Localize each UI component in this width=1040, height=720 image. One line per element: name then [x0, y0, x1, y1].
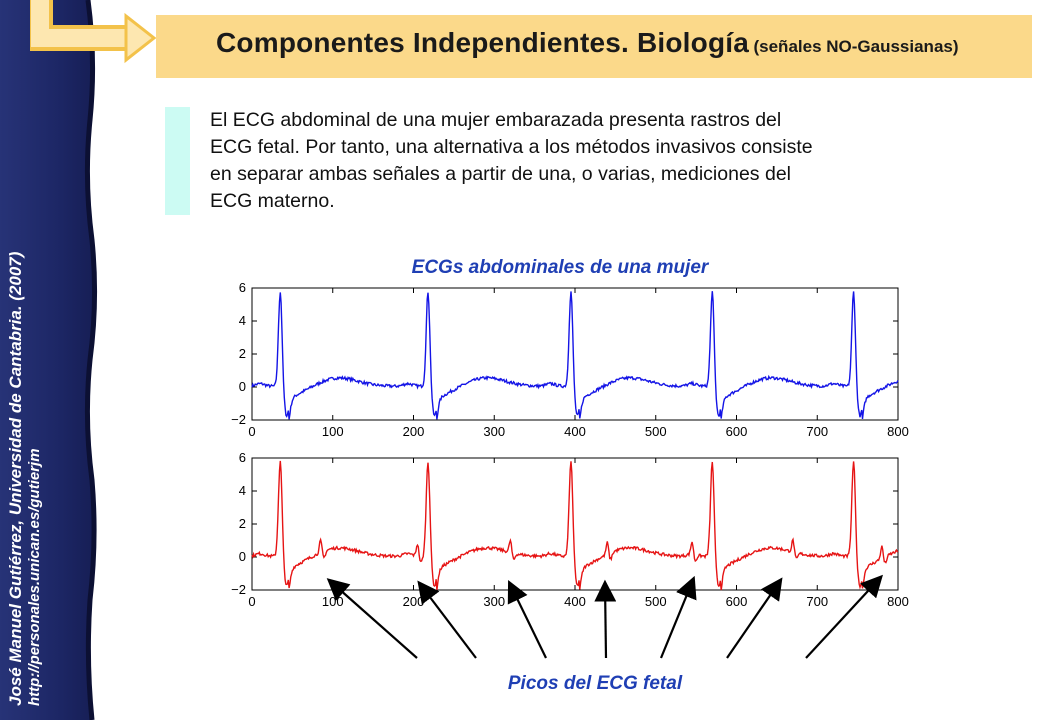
x-tick-label: 300 — [483, 424, 505, 439]
x-tick-label: 800 — [887, 594, 909, 609]
sidebar-decoration — [0, 0, 98, 720]
fetal-peak-arrow — [594, 579, 617, 659]
body-paragraph: El ECG abdominal de una mujer embarazada… — [210, 107, 970, 215]
paragraph-line: El ECG abdominal de una mujer embarazada… — [210, 109, 782, 131]
x-tick-label: 200 — [403, 424, 425, 439]
title-bar: Componentes Independientes. Biología (se… — [156, 15, 1032, 78]
y-tick-label: 0 — [239, 549, 246, 564]
x-tick-label: 100 — [322, 424, 344, 439]
y-tick-label: −2 — [231, 582, 246, 597]
x-tick-label: 400 — [564, 594, 586, 609]
y-tick-label: 6 — [239, 450, 246, 465]
y-tick-label: 6 — [239, 280, 246, 295]
page-title-subtitle: (señales NO-Gaussianas) — [753, 37, 959, 56]
page-title-main: Componentes Independientes. Biología — [216, 27, 750, 58]
y-tick-label: 2 — [239, 516, 246, 531]
y-tick-label: 4 — [239, 483, 246, 498]
x-tick-label: 600 — [726, 424, 748, 439]
y-tick-label: 0 — [239, 379, 246, 394]
fetal-peak-arrow — [805, 574, 883, 659]
series-line-bottom — [251, 460, 899, 591]
fetal-peak-arrow — [326, 578, 418, 659]
y-tick-label: 4 — [239, 313, 246, 328]
x-tick-label: 700 — [806, 424, 828, 439]
fetal-peak-arrow — [726, 577, 783, 659]
x-tick-label: 0 — [248, 424, 255, 439]
y-tick-label: 2 — [239, 346, 246, 361]
paragraph-line: ECG materno. — [210, 190, 335, 212]
x-tick-label: 800 — [887, 424, 909, 439]
x-tick-label: 300 — [483, 594, 505, 609]
paragraph-marker — [165, 107, 190, 215]
x-tick-label: 600 — [726, 594, 748, 609]
chart-title: ECGs abdominales de una mujer — [411, 257, 709, 278]
arrow-bracket-icon — [30, 0, 157, 64]
fetal-peaks-label: Picos del ECG fetal — [507, 673, 683, 694]
fetal-peak-arrow — [417, 580, 477, 659]
page-title: Componentes Independientes. Biología (se… — [216, 27, 959, 59]
x-tick-label: 700 — [806, 594, 828, 609]
x-tick-label: 0 — [248, 594, 255, 609]
x-tick-label: 500 — [645, 594, 667, 609]
x-tick-label: 400 — [564, 424, 586, 439]
y-tick-label: −2 — [231, 412, 246, 427]
x-tick-label: 500 — [645, 424, 667, 439]
fetal-peak-arrow — [507, 580, 547, 659]
series-line-top — [251, 291, 899, 420]
fetal-peak-arrows — [326, 574, 883, 659]
paragraph-line: ECG fetal. Por tanto, una alternativa a … — [210, 136, 813, 158]
paragraph-line: en separar ambas señales a partir de una… — [210, 163, 791, 185]
fetal-peak-arrow — [659, 575, 697, 659]
